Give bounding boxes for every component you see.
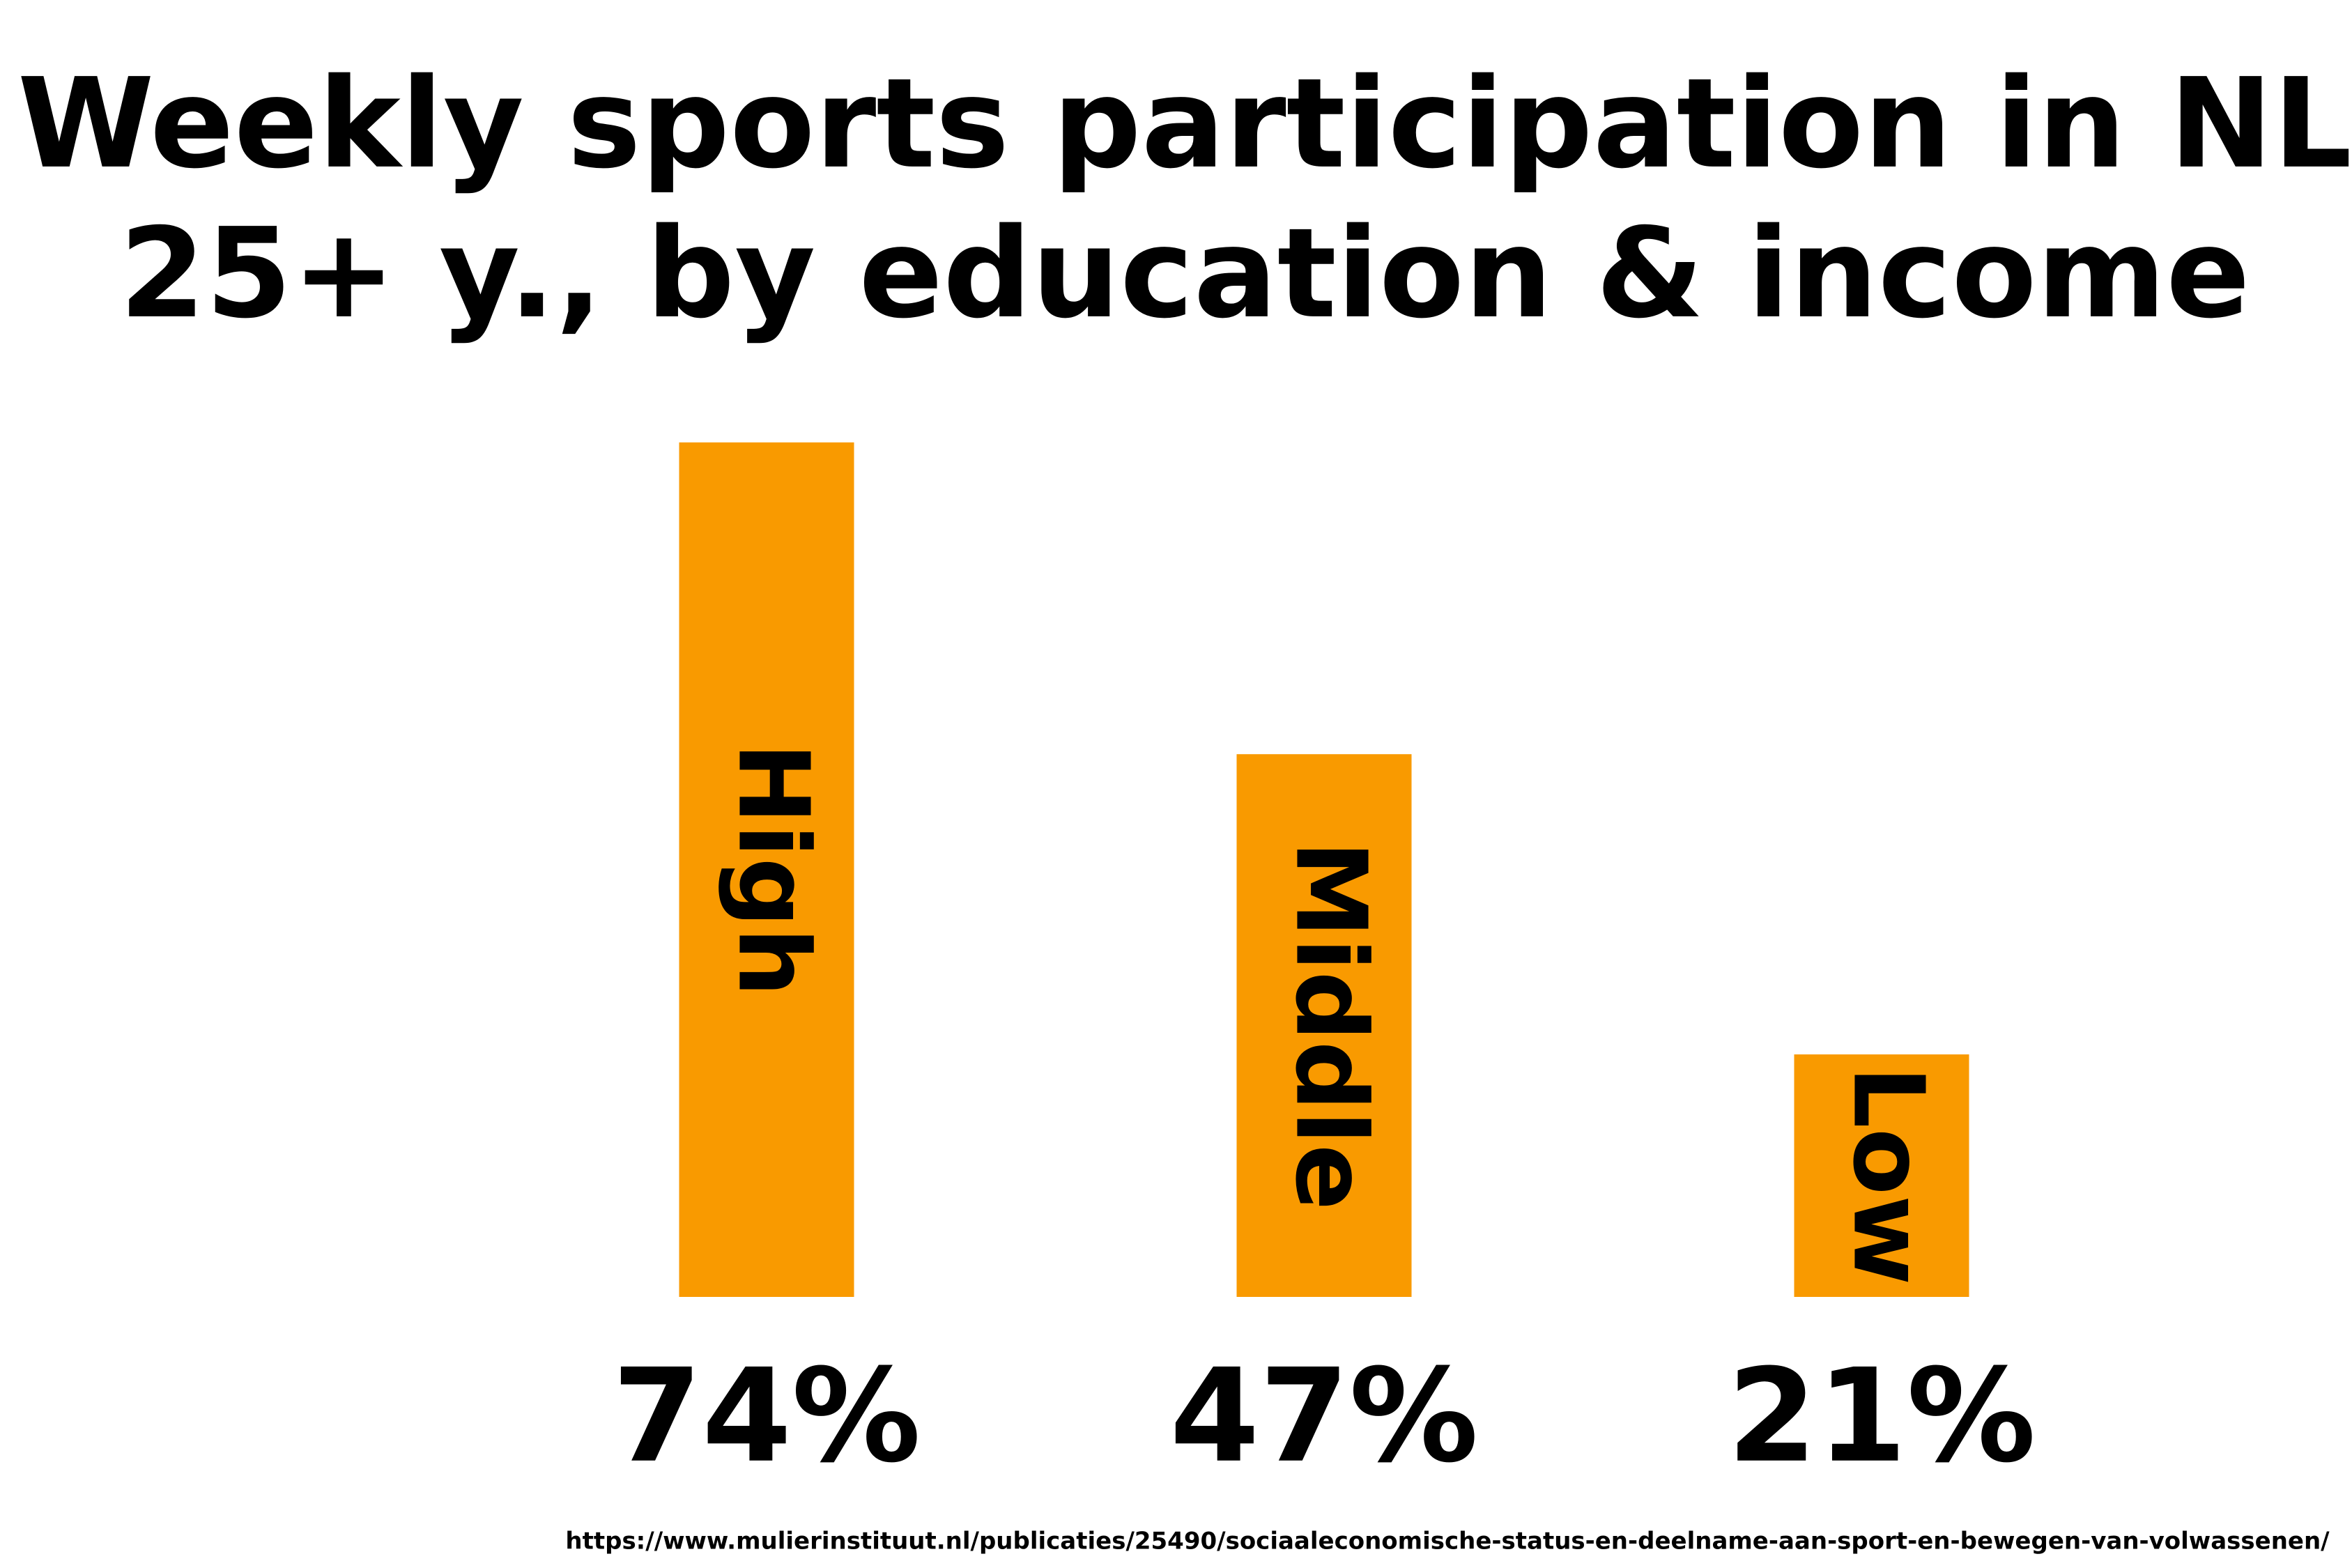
value-label: 74% [613,1341,921,1491]
chart-title: Weekly sports participation in NL [17,52,2352,196]
source-link: https://www.mulierinstituut.nl/publicati… [565,1528,2330,1555]
value-label: 21% [1728,1341,2036,1491]
category-label: Low [1831,1066,1944,1286]
value-label: 47% [1170,1341,1479,1491]
bar [1236,754,1412,1297]
bar [1794,1054,1969,1297]
category-label: Middle [1273,840,1387,1210]
chart-title: 25+ y., by education & income [119,201,2250,346]
bar [679,442,854,1297]
category-label: High [716,742,829,997]
